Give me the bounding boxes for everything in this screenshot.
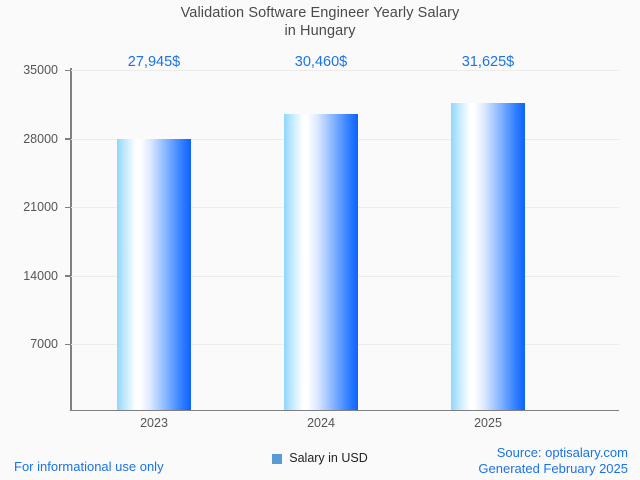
y-axis-tick-28000 bbox=[65, 138, 71, 140]
y-axis-tick-35000 bbox=[65, 69, 71, 71]
x-axis-label-2023: 2023 bbox=[140, 416, 168, 430]
value-label-2024: 30,460$ bbox=[294, 54, 348, 70]
chart-title: Validation Software Engineer Yearly Sala… bbox=[0, 4, 640, 40]
bar-2023[interactable] bbox=[117, 138, 191, 410]
legend-item-label: Salary in USD bbox=[289, 451, 368, 465]
gridline-35000 bbox=[71, 70, 619, 71]
chart-legend: Salary in USD bbox=[0, 450, 640, 467]
footer-source: Source: optisalary.com Generated Februar… bbox=[478, 445, 628, 477]
footer-disclaimer: For informational use only bbox=[14, 459, 164, 474]
chart-title-line-2: in Hungary bbox=[284, 23, 356, 39]
y-axis-label-21000: 21000 bbox=[23, 200, 58, 214]
footer-source-line: Source: optisalary.com bbox=[496, 445, 628, 460]
y-axis-line bbox=[70, 68, 72, 411]
y-axis-tick-21000 bbox=[65, 206, 71, 208]
legend-item-salary-in-usd[interactable]: Salary in USD bbox=[266, 450, 374, 467]
x-axis-line bbox=[70, 409, 619, 411]
x-axis-label-2024: 2024 bbox=[307, 416, 335, 430]
value-label-2023: 27,945$ bbox=[127, 54, 181, 70]
bar-2024[interactable] bbox=[284, 114, 358, 410]
bar-2025[interactable] bbox=[451, 102, 525, 410]
y-axis-label-14000: 14000 bbox=[23, 268, 58, 283]
legend-swatch-icon bbox=[272, 453, 283, 464]
y-axis-label-7000: 7000 bbox=[30, 337, 58, 351]
footer-generated-line: Generated February 2025 bbox=[478, 461, 628, 476]
chart-title-line-1: Validation Software Engineer Yearly Sala… bbox=[180, 5, 460, 21]
y-axis-label-28000: 28000 bbox=[23, 131, 58, 146]
x-axis-label-2025: 2025 bbox=[474, 416, 502, 430]
y-axis-label-35000: 35000 bbox=[23, 63, 58, 77]
value-label-2025: 31,625$ bbox=[461, 54, 515, 70]
plot-area bbox=[71, 70, 619, 410]
y-axis-tick-14000 bbox=[65, 275, 71, 277]
y-axis-tick-7000 bbox=[65, 343, 71, 345]
